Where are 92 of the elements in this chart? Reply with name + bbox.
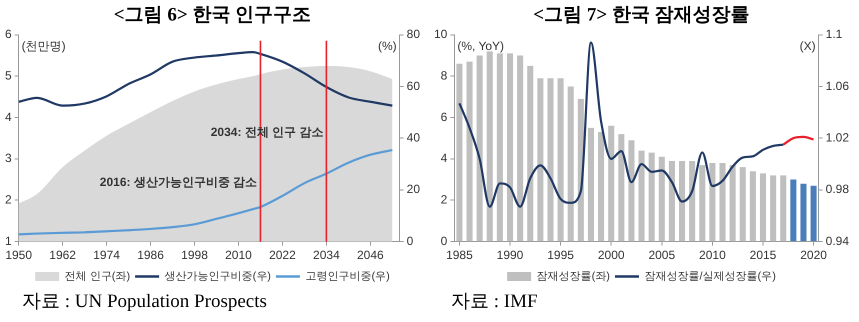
y2-tick-label: 20	[406, 182, 420, 196]
y-tick-label: 1	[4, 234, 12, 248]
bar	[760, 173, 766, 242]
legend-label: 생산가능인구비중(우)	[164, 270, 271, 283]
y-axis-title: (%, YoY)	[457, 39, 504, 54]
bar	[750, 171, 756, 242]
legend-label: 고령인구비중(우)	[305, 270, 390, 283]
bar	[558, 78, 564, 242]
bar	[608, 126, 614, 242]
bar	[638, 150, 645, 242]
bar	[588, 128, 594, 242]
x-tick-label: 2022	[269, 248, 296, 262]
y-tick-label: 2	[440, 192, 448, 207]
bar	[770, 175, 776, 242]
x-tick-label: 1990	[496, 248, 524, 262]
y-tick-label: 8	[440, 68, 448, 82]
bar	[486, 51, 493, 242]
bar	[456, 64, 462, 242]
y-tick-label: 0	[440, 234, 448, 248]
y-tick-label: 6	[440, 110, 448, 124]
y-tick-label: 2	[4, 192, 12, 207]
y2-axis-title: (%)	[378, 39, 397, 54]
x-tick-label: 2000	[598, 248, 625, 262]
bar	[628, 140, 634, 242]
bar	[790, 180, 796, 242]
x-tick-label: 1950	[5, 248, 32, 262]
bar	[709, 163, 716, 242]
y-tick-label: 6	[4, 27, 12, 42]
y-tick-label: 5	[4, 68, 12, 82]
y-tick-label: 4	[440, 151, 448, 166]
x-tick-label: 1974	[93, 248, 120, 262]
chart-title: <그림 6> 한국 인구구조	[114, 4, 312, 26]
bar	[506, 53, 514, 242]
x-tick-label: 2046	[356, 248, 384, 262]
legend-label: 잠재성장률(좌)	[536, 270, 610, 283]
y2-tick-label: 0.98	[826, 182, 850, 196]
bar	[689, 160, 696, 242]
bar	[780, 175, 786, 242]
bar	[730, 165, 736, 242]
y2-tick-label: 1.1	[826, 27, 843, 42]
line-series	[18, 148, 394, 236]
y-tick-label: 3	[4, 151, 12, 166]
x-tick-label: 2010	[699, 248, 726, 262]
bar	[740, 167, 746, 242]
legend-label: 잠재성장률/실제성장률(우)	[644, 270, 776, 283]
bar	[810, 186, 817, 242]
bar	[679, 160, 686, 242]
y2-tick-label: 0	[406, 234, 414, 248]
y2-tick-label: 40	[406, 130, 420, 145]
bar	[466, 62, 473, 242]
annotation: 2016: 생산가능인구비중 감소	[100, 174, 258, 189]
text: 자료 : IMF	[451, 290, 539, 314]
y2-tick-label: 0.94	[826, 234, 850, 248]
text: 자료 : UN Population Prospects	[22, 290, 268, 314]
x-tick-label: 2034	[313, 248, 340, 262]
legend-label: 전체 인구(좌)	[64, 270, 130, 283]
x-tick-label: 2005	[648, 248, 676, 262]
chart-title: <그림 7> 한국 잠재성장률	[533, 4, 750, 26]
bar	[517, 55, 524, 242]
bar	[648, 152, 655, 242]
x-tick-label: 2010	[225, 248, 252, 262]
bar	[547, 78, 554, 242]
x-tick-label: 1962	[49, 248, 76, 262]
line-series	[458, 41, 784, 208]
bar	[527, 66, 534, 242]
y2-tick-label: 1.06	[826, 78, 850, 93]
bar	[800, 184, 806, 242]
y2-tick-label: 60	[406, 78, 420, 93]
y-tick-label: 10	[434, 27, 448, 42]
x-tick-label: 2020	[800, 248, 828, 262]
bar	[568, 86, 574, 242]
bar	[496, 53, 503, 242]
x-tick-label: 2015	[750, 248, 777, 262]
x-tick-label: 1998	[181, 248, 208, 262]
bar	[668, 160, 675, 242]
y2-axis-title: (X)	[800, 39, 816, 54]
bar	[618, 134, 624, 242]
y-axis-title: (천만명)	[22, 39, 66, 54]
x-tick-label: 1995	[547, 248, 574, 262]
bar	[658, 156, 665, 242]
x-tick-label: 1986	[137, 248, 164, 262]
bar	[719, 163, 726, 242]
line-series	[782, 136, 815, 146]
x-tick-label: 1985	[446, 248, 474, 262]
line-series	[18, 51, 394, 107]
y-tick-label: 4	[4, 110, 12, 124]
bar	[537, 78, 544, 242]
y2-tick-label: 80	[406, 27, 420, 42]
bar	[476, 55, 483, 242]
y2-tick-label: 1.02	[826, 130, 850, 145]
bar	[598, 132, 604, 242]
bar	[699, 165, 706, 242]
